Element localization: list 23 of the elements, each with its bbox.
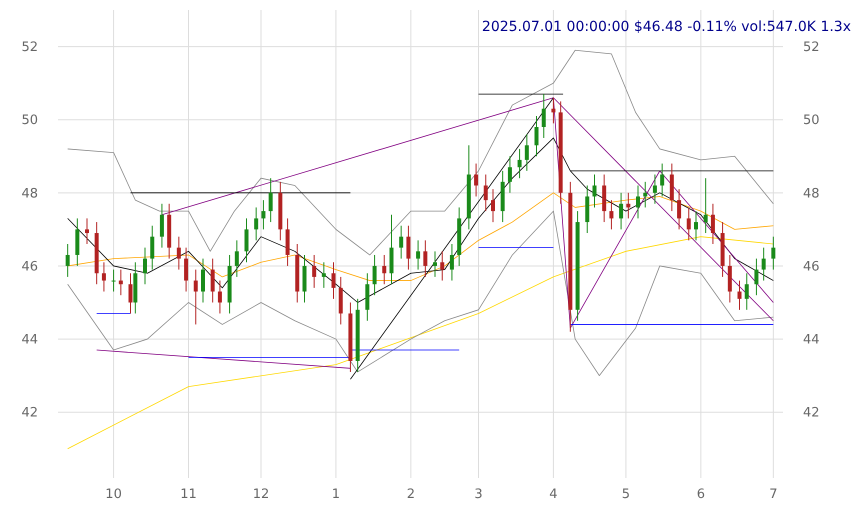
x-tick-label: 10	[105, 487, 122, 502]
y-tick-label: 46	[21, 259, 38, 274]
x-tick-label: 6	[696, 487, 705, 502]
y-tick-label: 44	[21, 332, 38, 348]
y-tick-label: 42	[21, 406, 38, 421]
y-tick-label: 50	[21, 113, 38, 128]
y-tick-label: 48	[21, 186, 38, 202]
y2-tick-label: 48	[803, 186, 820, 202]
y-tick-label: 52	[21, 40, 38, 56]
x-tick-label: 2	[406, 487, 415, 502]
x-tick-label: 1	[332, 487, 340, 502]
x-tick-label: 5	[622, 487, 630, 502]
y2-tick-label: 50	[803, 113, 820, 128]
x-tick-label: 7	[769, 487, 778, 502]
y2-tick-label: 42	[803, 406, 820, 421]
x-tick-label: 4	[549, 487, 558, 502]
x-tick-label: 11	[180, 487, 197, 502]
y2-tick-label: 46	[803, 259, 820, 274]
x-tick-label: 3	[474, 487, 483, 502]
text: 2025.07.01 00:00:00 $46.48 -0.11% vol:547.0K 1.3x	[482, 19, 851, 35]
y2-tick-label: 52	[803, 40, 820, 56]
x-tick-label: 12	[252, 487, 270, 502]
y2-tick-label: 44	[803, 332, 820, 348]
